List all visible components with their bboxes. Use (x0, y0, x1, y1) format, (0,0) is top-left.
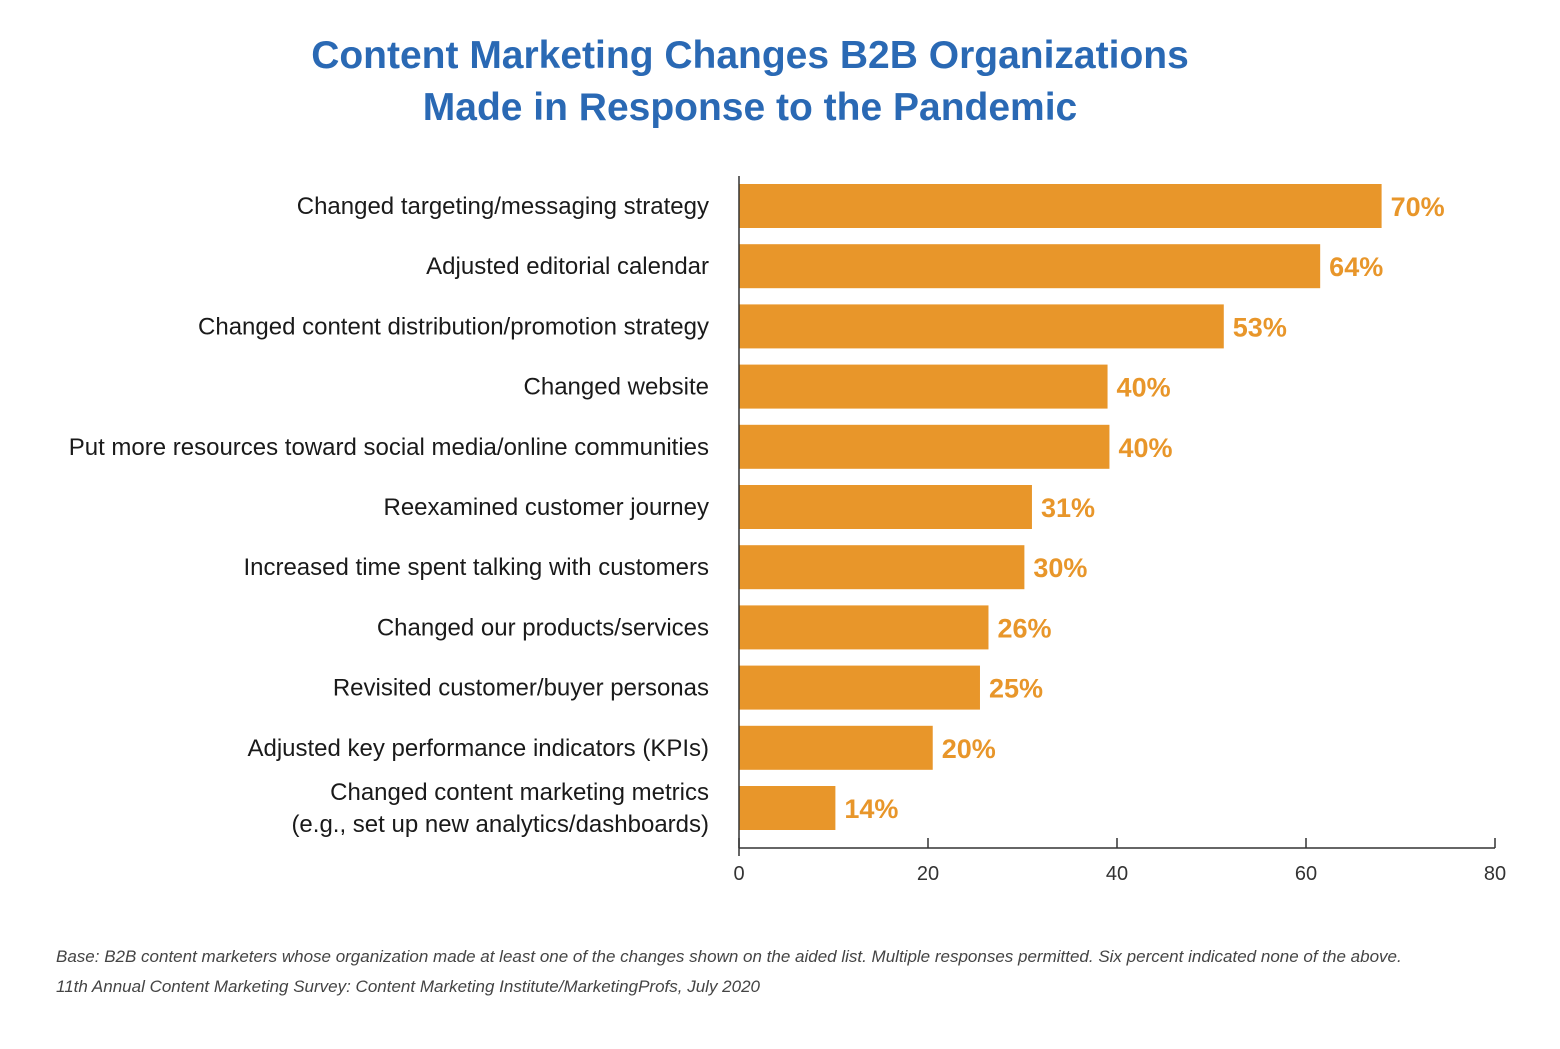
bar (739, 304, 1224, 349)
category-label: Reexamined customer journey (384, 494, 710, 521)
value-label: 40% (1118, 433, 1172, 463)
bar (739, 244, 1321, 289)
x-tick-label: 40 (1106, 863, 1128, 885)
footnote-source: 11th Annual Content Marketing Survey: Co… (56, 977, 760, 996)
x-tick-label: 0 (733, 863, 744, 885)
bar (739, 364, 1108, 409)
value-label: 40% (1117, 373, 1171, 403)
chart-title: Content Marketing Changes B2B Organizati… (0, 30, 1500, 134)
value-label: 25% (989, 674, 1043, 704)
category-label: Revisited customer/buyer personas (333, 675, 709, 702)
bar (739, 665, 980, 710)
value-label: 14% (844, 794, 898, 824)
category-label: Put more resources toward social media/o… (69, 434, 709, 461)
category-label: Changed content marketing metrics (330, 779, 709, 806)
chart-title-line-1: Content Marketing Changes B2B Organizati… (311, 34, 1189, 77)
x-tick-label: 80 (1484, 863, 1506, 885)
category-label: Adjusted editorial calendar (426, 253, 709, 280)
footnote: Base: B2B content marketers whose organi… (56, 942, 1536, 1002)
x-tick-label: 60 (1295, 863, 1317, 885)
category-label: Changed content distribution/promotion s… (198, 313, 709, 340)
bar (739, 184, 1382, 228)
category-label: Changed our products/services (377, 614, 709, 641)
value-label: 30% (1033, 553, 1087, 583)
category-label: Adjusted key performance indicators (KPI… (247, 735, 709, 762)
bar (739, 605, 989, 650)
value-label: 53% (1233, 312, 1287, 342)
value-label: 26% (997, 613, 1051, 643)
category-label: Changed targeting/messaging strategy (297, 193, 709, 220)
value-label: 70% (1391, 192, 1445, 222)
category-label: Increased time spent talking with custom… (243, 554, 709, 581)
bar (739, 545, 1025, 590)
category-label: (e.g., set up new analytics/dashboards) (291, 811, 709, 838)
value-label: 64% (1329, 252, 1383, 282)
bar (739, 786, 836, 830)
chart-title-line-2: Made in Response to the Pandemic (422, 86, 1078, 129)
bar (739, 725, 933, 770)
category-label: Changed website (524, 374, 709, 401)
footnote-base: Base: B2B content marketers whose organi… (56, 947, 1402, 966)
bar (739, 485, 1032, 529)
value-label: 31% (1041, 493, 1095, 523)
value-label: 20% (942, 734, 996, 764)
x-tick-label: 20 (917, 863, 939, 885)
bar (739, 424, 1110, 469)
